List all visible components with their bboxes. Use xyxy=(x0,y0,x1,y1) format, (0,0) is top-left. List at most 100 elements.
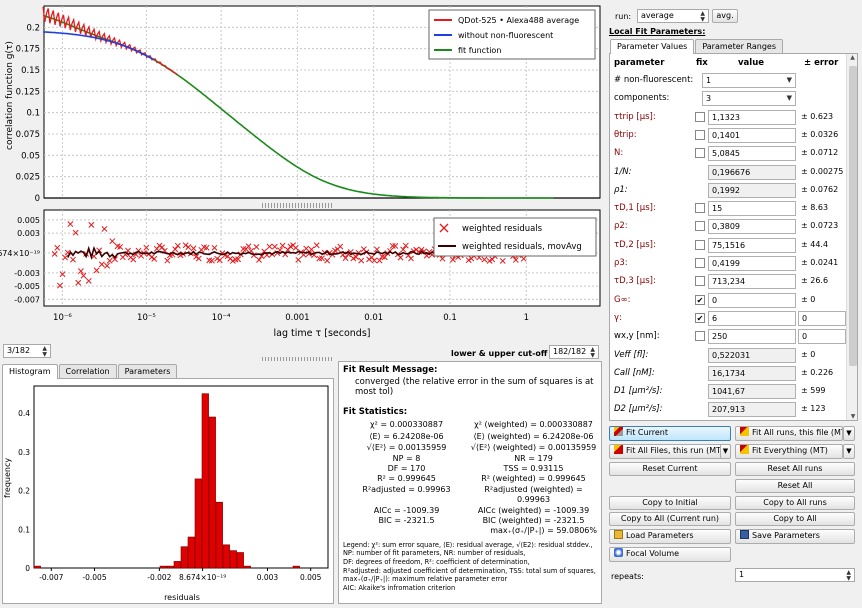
residuals-chart[interactable]: 0.0050.0038.674×10⁻¹⁹-0.003-0.005-0.007 … xyxy=(0,208,605,343)
fix-checkbox[interactable] xyxy=(695,276,705,287)
repeats-label: repeats: xyxy=(611,572,644,581)
residual-marker xyxy=(59,271,66,278)
fix-checkbox[interactable] xyxy=(695,203,705,214)
header-parameter: parameter xyxy=(614,58,665,68)
param-error-field[interactable]: 0 xyxy=(798,310,846,326)
fit-current-button[interactable]: Fit Current xyxy=(609,426,731,441)
folder-open-icon xyxy=(614,530,623,539)
residual-marker xyxy=(195,255,202,262)
fit-everything-dropdown[interactable]: ▼ xyxy=(843,444,855,459)
param-row: θtrip: 0,1401 ± 0.0326 xyxy=(610,127,846,144)
param-value-field[interactable]: 15 xyxy=(708,201,796,217)
fit-all-files-button[interactable]: Fit All Files, this run (MT) xyxy=(609,444,731,459)
param-error: ± 44.4 xyxy=(801,239,829,249)
scroll-down-icon[interactable]: ▼ xyxy=(850,413,856,420)
plot-splitter-handle[interactable] xyxy=(262,203,332,208)
param-value-field[interactable]: 5,0845 xyxy=(708,146,796,162)
residual-marker xyxy=(75,279,82,286)
residual-marker xyxy=(245,243,252,250)
fix-checkbox[interactable]: ✔ xyxy=(695,312,705,323)
repeats-spinbox[interactable]: 1 ▲ ▼ xyxy=(735,568,855,582)
fit-all-runs-dropdown[interactable]: ▼ xyxy=(843,426,855,441)
copy-to-initial-button[interactable]: Copy to Initial xyxy=(609,496,731,510)
run-spin-arrows-icon[interactable]: ▲ ▼ xyxy=(700,10,705,23)
correlation-y-tick: 0.075 xyxy=(16,130,40,140)
residual-marker xyxy=(292,244,299,251)
residual-marker xyxy=(313,242,320,249)
save-parameters-button[interactable]: Save Parameters xyxy=(735,529,855,544)
param-value-field[interactable]: 75,1516 xyxy=(708,237,796,253)
param-error-field[interactable]: 0 xyxy=(798,329,846,345)
reset-all-button[interactable]: Reset All xyxy=(735,479,855,493)
param-value-field[interactable]: 0,1401 xyxy=(708,127,796,143)
run-spinbox[interactable]: 3/182 ▲ ▼ xyxy=(3,344,51,358)
fix-checkbox[interactable] xyxy=(695,239,705,250)
cutoff-spin-arrows-icon[interactable]: ▲ ▼ xyxy=(590,346,595,359)
fix-checkbox[interactable] xyxy=(695,221,705,232)
param-value-field[interactable]: 6 xyxy=(708,310,796,326)
spin-arrows-icon[interactable]: ▲ ▼ xyxy=(42,345,47,358)
header-error: ± error xyxy=(804,58,839,68)
residual-marker xyxy=(193,253,200,260)
scroll-up-icon[interactable]: ▲ xyxy=(850,54,855,61)
tab-correlation[interactable]: Correlation xyxy=(58,364,117,378)
fix-checkbox[interactable] xyxy=(695,111,705,122)
tab-parameter-values[interactable]: Parameter Values xyxy=(610,39,695,54)
tab-parameter-ranges[interactable]: Parameter Ranges xyxy=(695,39,783,53)
parameter-table: parameter fix value ± error # non-fluore… xyxy=(609,53,858,421)
fit-all-runs-button[interactable]: Fit All runs, this file (MT) xyxy=(735,426,843,441)
scroll-thumb[interactable] xyxy=(849,66,857,366)
avg-button[interactable]: avg. xyxy=(712,9,738,23)
reset-all-runs-button[interactable]: Reset All runs xyxy=(735,462,855,476)
param-row: ρ1: 0,1992 ± 0.0762 xyxy=(610,182,846,199)
param-combo-value: 1 xyxy=(706,76,712,85)
chevron-down-icon[interactable]: ▼ xyxy=(786,94,792,103)
fit-stat-right: √⟨E²⟩ (weighted) = 0.00135959 xyxy=(470,443,597,452)
param-value-field[interactable]: 0 xyxy=(708,292,796,308)
reset-current-button[interactable]: Reset Current xyxy=(609,462,731,476)
copy-to-all-current-button[interactable]: Copy to All (Current run) xyxy=(609,512,731,526)
fit-legend-line: DF: degrees of freedom, R²: coefficient … xyxy=(343,557,530,566)
residual-marker xyxy=(159,244,166,251)
correlation-y-ticks: 0.2 0.175 0.15 0.125 0.1 0.075 0.05 0.025 0 xyxy=(16,23,40,204)
chevron-down-icon[interactable]: ▼ xyxy=(786,76,792,84)
param-combo[interactable]: 1 ▼ xyxy=(702,73,796,88)
fix-checkbox[interactable] xyxy=(695,331,705,342)
param-value-field: 0,1992 xyxy=(708,182,796,198)
histogram-chart[interactable]: 0.4 0.3 0.2 0.1 0 -0.007 -0.005 -0.002 8.674×10… xyxy=(2,378,334,604)
fix-checkbox[interactable]: ✔ xyxy=(695,294,705,305)
splitter-handle[interactable] xyxy=(262,357,332,361)
copy-to-all-runs-button[interactable]: Copy to All runs xyxy=(735,496,855,510)
param-scrollbar[interactable]: ▲ ▼ xyxy=(846,54,857,420)
residual-marker xyxy=(376,257,383,264)
lag-time-x-tick: 10⁻⁶ xyxy=(53,313,72,323)
fit-stat-left: √⟨E²⟩ = 0.00135959 xyxy=(366,443,447,452)
histogram-y-tick: 0.4 xyxy=(18,409,30,418)
param-value-field[interactable]: 1,1323 xyxy=(708,109,796,125)
copy-to-all-button[interactable]: Copy to All xyxy=(735,512,855,526)
correlation-chart[interactable]: 0.2 0.175 0.15 0.125 0.1 0.075 0.05 0.025 0 corr… xyxy=(0,0,605,205)
tab-parameters[interactable]: Parameters xyxy=(117,364,178,378)
run-select[interactable]: average ▲ ▼ xyxy=(637,9,709,23)
focal-volume-button[interactable]: Focal Volume xyxy=(609,547,731,562)
fit-everything-button[interactable]: Fit Everything (MT) xyxy=(735,444,843,459)
param-combo[interactable]: 3 ▼ xyxy=(702,91,796,107)
fix-checkbox[interactable] xyxy=(695,258,705,268)
param-value-field[interactable]: 250 xyxy=(708,329,796,345)
cutoff-spinbox[interactable]: 182/182 ▲ ▼ xyxy=(549,345,599,359)
repeats-spin-arrows-icon[interactable]: ▲ ▼ xyxy=(846,569,851,582)
fix-checkbox[interactable] xyxy=(695,148,705,159)
fit-legend-line: max₊(σ₊/|P₊|): maximum relative paramete… xyxy=(343,575,508,584)
residual-marker xyxy=(70,256,76,263)
param-value-field[interactable]: 0,3809 xyxy=(708,219,796,235)
param-error: ± 0.0723 xyxy=(801,221,839,231)
tab-histogram[interactable]: Histogram xyxy=(2,364,58,379)
param-value-field[interactable]: 713,234 xyxy=(708,274,796,290)
fit-all-files-dropdown[interactable]: ▼ xyxy=(720,444,731,459)
fit-stat-left: R² = 0.999645 xyxy=(377,474,436,484)
load-parameters-button[interactable]: Load Parameters xyxy=(609,529,731,544)
param-value-field[interactable]: 0,4199 xyxy=(708,256,796,271)
param-row: Call [nM]: 16,1734 ± 0.226 xyxy=(610,365,846,382)
fix-checkbox[interactable] xyxy=(695,129,705,140)
histogram-bar xyxy=(180,546,188,569)
